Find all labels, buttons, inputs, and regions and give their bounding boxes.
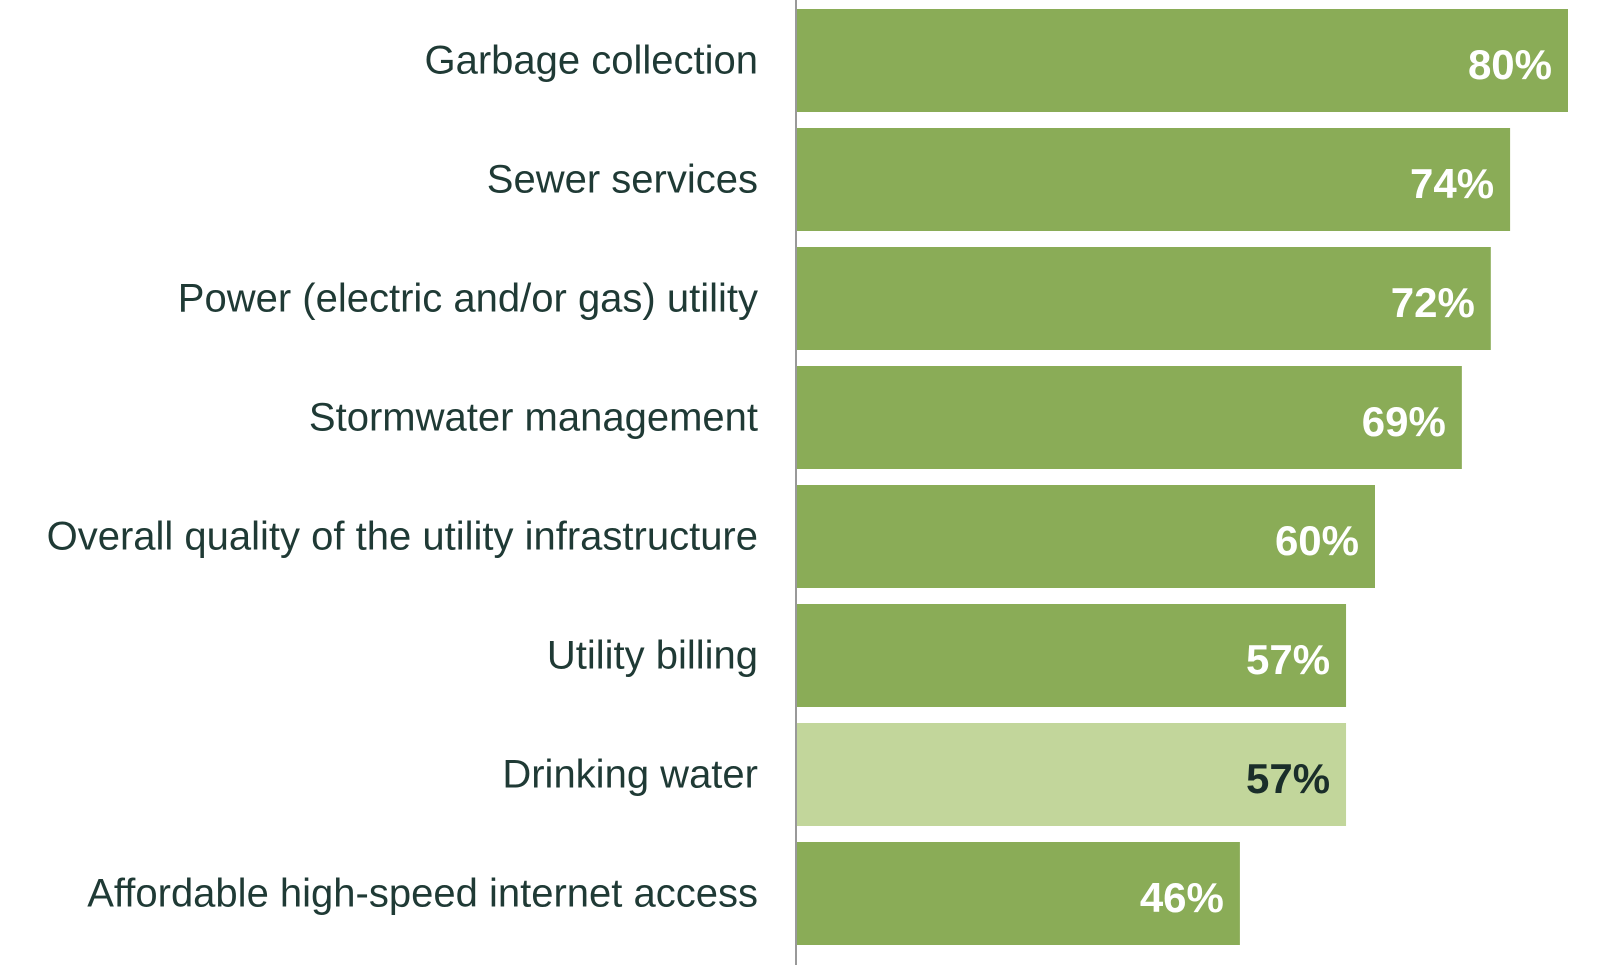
bar [796, 9, 1568, 112]
value-label: 72% [1391, 279, 1475, 326]
bar [796, 842, 1240, 945]
bar [796, 128, 1511, 231]
value-label: 46% [1140, 874, 1224, 921]
value-label: 80% [1468, 41, 1552, 88]
bars-layer: Garbage collection 80% Sewer services 74% Po… [47, 9, 1568, 945]
value-label: 60% [1275, 517, 1359, 564]
value-label: 74% [1410, 160, 1494, 207]
value-label: 57% [1246, 755, 1330, 802]
value-label: 57% [1246, 636, 1330, 683]
value-label: 69% [1362, 398, 1446, 445]
category-label: Utility billing [547, 634, 758, 678]
bar [796, 485, 1375, 588]
bar [796, 723, 1347, 826]
category-label: Drinking water [502, 753, 758, 797]
bar [796, 604, 1347, 707]
bar [796, 247, 1491, 350]
bar [796, 366, 1462, 469]
category-label: Sewer services [487, 158, 758, 202]
category-label: Stormwater management [309, 396, 758, 440]
category-label: Power (electric and/or gas) utility [178, 277, 758, 321]
category-label: Affordable high-speed internet access [87, 872, 758, 916]
category-label: Garbage collection [424, 39, 758, 83]
category-label: Overall quality of the utility infrastru… [47, 515, 758, 559]
